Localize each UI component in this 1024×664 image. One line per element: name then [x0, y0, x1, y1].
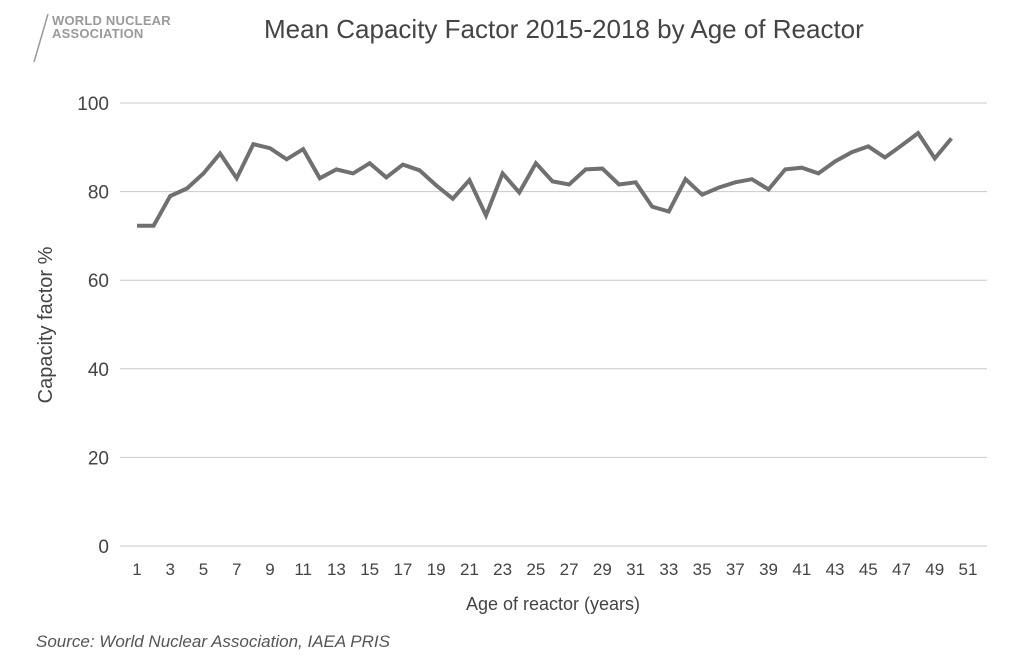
y-tick-label: 40: [88, 360, 109, 381]
x-axis-ticks: 1 3 5 7 9 11 13 15 17 19 21 23 25 27 29 31 33 35 37 39 41 43 4…: [132, 560, 977, 579]
x-axis-label: Age of reactor (years): [466, 594, 640, 614]
x-tick-label: 11: [294, 560, 312, 579]
gridlines: [120, 102, 987, 547]
x-tick-label: 19: [427, 560, 446, 579]
logo-line-1: WORLD NUCLEAR: [52, 13, 171, 28]
logo-line-2: ASSOCIATION: [52, 26, 144, 41]
y-axis-ticks: 0 20 40 60 80 100: [77, 94, 109, 558]
x-tick-label: 41: [792, 560, 811, 579]
x-tick-label: 9: [265, 560, 274, 579]
series-lines: [137, 130, 953, 228]
x-tick-label: 27: [560, 560, 579, 579]
y-tick-label: 60: [88, 271, 109, 292]
x-tick-label: 29: [593, 560, 612, 579]
y-tick-label: 20: [88, 448, 109, 469]
x-tick-label: 49: [925, 560, 944, 579]
x-tick-label: 13: [327, 560, 346, 579]
logo-slash-icon: [33, 13, 49, 63]
y-tick-label: 80: [88, 183, 109, 204]
x-tick-label: 25: [526, 560, 545, 579]
x-tick-label: 33: [659, 560, 678, 579]
y-tick-label: 100: [77, 94, 109, 115]
x-tick-label: 21: [460, 560, 479, 579]
x-tick-label: 43: [826, 560, 845, 579]
x-tick-label: 7: [232, 560, 241, 579]
series-line-0: [137, 130, 953, 228]
x-tick-label: 1: [132, 560, 141, 579]
x-tick-label: 17: [393, 560, 412, 579]
source-note: Source: World Nuclear Association, IAEA …: [36, 632, 390, 651]
x-tick-label: 15: [360, 560, 379, 579]
x-tick-label: 51: [959, 560, 978, 579]
x-tick-label: 31: [626, 560, 645, 579]
x-tick-label: 45: [859, 560, 878, 579]
x-tick-label: 35: [693, 560, 712, 579]
world-nuclear-association-logo: WORLD NUCLEAR ASSOCIATION: [32, 12, 202, 64]
x-tick-label: 39: [759, 560, 778, 579]
y-tick-label: 0: [98, 537, 109, 558]
y-axis-label: Capacity factor %: [35, 246, 57, 403]
chart-title: Mean Capacity Factor 2015-2018 by Age of…: [264, 14, 864, 44]
x-tick-label: 3: [166, 560, 175, 579]
x-tick-label: 23: [493, 560, 512, 579]
x-tick-label: 5: [199, 560, 208, 579]
x-tick-label: 47: [892, 560, 911, 579]
x-tick-label: 37: [726, 560, 745, 579]
